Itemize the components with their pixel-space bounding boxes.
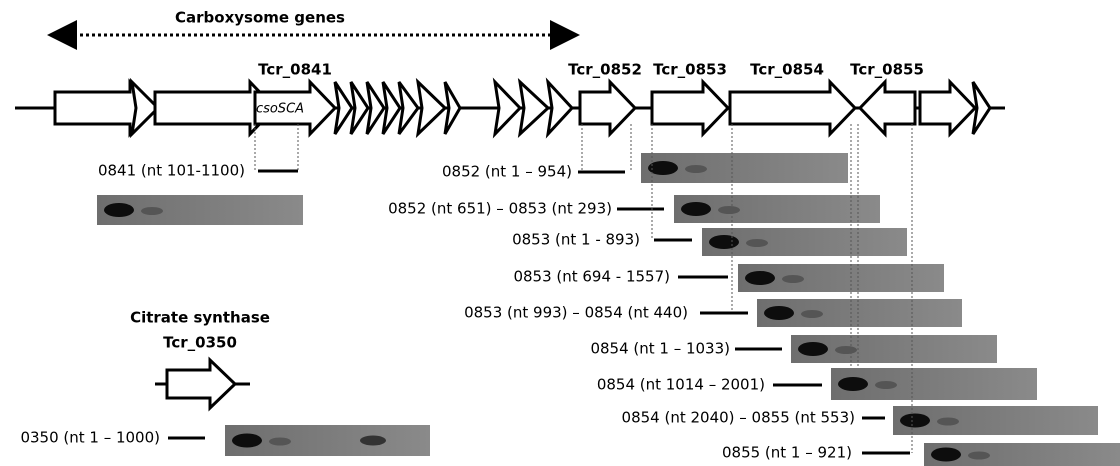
- gene-arrow: [335, 82, 352, 134]
- amplicon-label: 0350 (nt 1 – 1000): [20, 429, 160, 447]
- gene-label: Tcr_0852: [568, 61, 642, 79]
- gene-arrow: [973, 82, 990, 134]
- gene-label: Tcr_0854: [750, 61, 824, 79]
- gel-band: [104, 203, 134, 217]
- gene-arrow: [730, 82, 855, 134]
- amplicon-label: 0841 (nt 101-1100): [98, 162, 245, 180]
- amplicons: 0841 (nt 101-1100) 0852 (nt 1 – 954) 0852 …: [20, 124, 1120, 466]
- gene-arrow: [580, 82, 635, 134]
- header-title: Carboxysome genes: [175, 9, 345, 27]
- gene-arrow: [920, 82, 975, 134]
- gene-arrow: [652, 82, 728, 134]
- gene-arrows: [55, 82, 990, 134]
- gel-band: [931, 448, 961, 462]
- gel-band-faint: [937, 418, 959, 426]
- gene-arrow: [418, 82, 445, 134]
- citrate-title: Citrate synthase: [130, 309, 270, 327]
- gel-band-faint: [360, 436, 386, 446]
- gel-band: [709, 235, 739, 249]
- gene-arrow: [351, 82, 368, 134]
- amplicon-label: 0853 (nt 694 - 1557): [513, 268, 670, 286]
- gel-band: [764, 306, 794, 320]
- amplicon-label: 0854 (nt 1 – 1033): [590, 340, 730, 358]
- figure: Carboxysome genes Tcr_0841 Tcr_0852 Tcr_…: [0, 0, 1120, 466]
- amplicon-label: 0854 (nt 2040) – 0855 (nt 553): [622, 409, 855, 427]
- gene-arrow: [520, 82, 548, 134]
- gel-band-faint: [685, 165, 707, 173]
- gel-band-faint: [782, 275, 804, 283]
- amplicon-label: 0854 (nt 1014 – 2001): [597, 376, 765, 394]
- gene-label: Tcr_0841: [258, 61, 332, 79]
- gel-band: [745, 271, 775, 285]
- inner-label: csoSCA: [256, 102, 304, 117]
- gene-arrow: [495, 82, 520, 134]
- amplicon-label: 0852 (nt 1 – 954): [442, 163, 572, 181]
- gene-arrow: [860, 82, 915, 134]
- gel-band-faint: [968, 452, 990, 460]
- amplicon-label: 0855 (nt 1 – 921): [722, 444, 852, 462]
- gene-arrow: [383, 82, 400, 134]
- gel-band: [232, 434, 262, 448]
- gel-band-faint: [746, 239, 768, 247]
- gene-arrow: [548, 82, 572, 134]
- gene-label: Tcr_0853: [653, 61, 727, 79]
- gel-band: [900, 414, 930, 428]
- gel-band-faint: [718, 206, 740, 214]
- citrate-gene: Tcr_0350: [163, 334, 237, 352]
- gel-band: [681, 202, 711, 216]
- gel-band-faint: [801, 310, 823, 318]
- gel-band-faint: [269, 438, 291, 446]
- gel-band: [798, 342, 828, 356]
- amplicon-label: 0853 (nt 1 - 893): [512, 231, 640, 249]
- citrate-arrow: [167, 360, 235, 408]
- gene-arrow: [399, 82, 418, 134]
- gene-arrow: [367, 82, 384, 134]
- gel-band-faint: [875, 381, 897, 389]
- amplicon-label: 0853 (nt 993) – 0854 (nt 440): [464, 304, 688, 322]
- amplicon-label: 0852 (nt 651) – 0853 (nt 293): [388, 200, 612, 218]
- gel-band-faint: [835, 346, 857, 354]
- gene-label: Tcr_0855: [850, 61, 924, 79]
- gel-band: [838, 377, 868, 391]
- gel-band-faint: [141, 207, 163, 215]
